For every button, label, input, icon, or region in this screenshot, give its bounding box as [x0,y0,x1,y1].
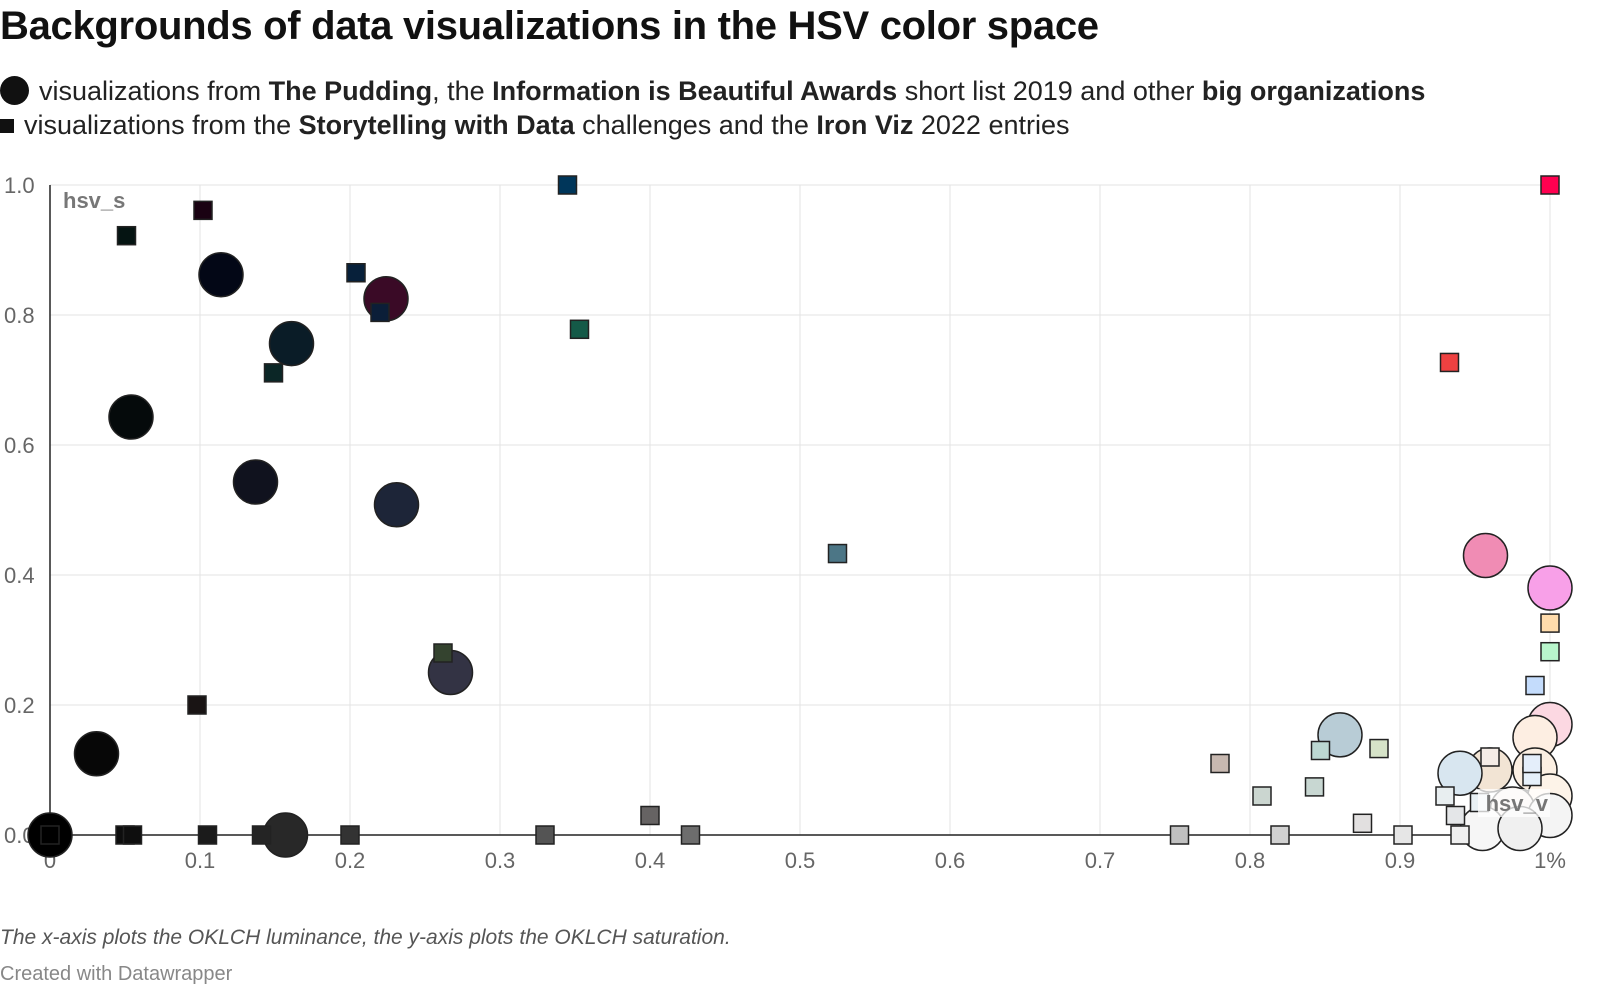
x-tick-label: 1% [1534,848,1566,873]
square-point [1540,641,1560,662]
square-point [370,302,390,323]
square-point [251,825,272,845]
circle-point [108,394,154,440]
legend-circle-bold-2: Information is Beautiful Awards [492,76,898,106]
square-point [1439,352,1460,373]
x-tick-label: 0.5 [785,848,816,873]
legend-circle: visualizations from The Pudding, the Inf… [0,76,1425,107]
legend-square-text-3: 2022 entries [913,110,1070,140]
square-point [640,805,660,826]
square-point [1525,675,1545,696]
square-point [1210,753,1230,774]
x-tick-label: 0.4 [635,848,666,873]
square-point [1522,753,1542,774]
x-tick-label: 0.3 [485,848,516,873]
square-point [1393,825,1413,845]
y-tick-label: 1.0 [4,173,35,198]
data-marks [27,175,1573,858]
tick-labels: 0 0.1 0.2 0.3 0.4 0.5 0.6 0.7 0.8 0.9 1%0.00.20.40… [4,173,1566,873]
circle-point [1462,532,1509,579]
square-marker-icon [0,119,14,133]
y-tick-label: 0.2 [4,693,35,718]
x-axis-title: hsv_v [1486,791,1549,816]
axis-labels: hsv_s hsv_v [63,188,1550,817]
legend-square-text-1: visualizations from the [24,110,299,140]
square-point [1252,786,1272,806]
square-point [122,825,143,845]
square-point [535,825,555,845]
square-point [680,825,701,845]
y-tick-label: 0.8 [4,303,35,328]
legend-square-bold-2: Iron Viz [816,110,914,140]
circle-point [198,251,244,298]
square-point [340,825,360,845]
circle-point [1527,565,1573,611]
circle-point [1437,750,1483,796]
square-point [433,643,453,663]
credit: Created with Datawrapper [0,963,233,985]
square-point [1169,825,1190,845]
scatter-plot: 0 0.1 0.2 0.3 0.4 0.5 0.6 0.7 0.8 0.9 1%0.00.20.40… [4,173,1573,873]
circle-marker-icon [0,76,29,105]
circle-point [232,459,279,505]
footnote: The x-axis plots the OKLCH luminance, th… [0,926,731,949]
legend-square-bold-1: Storytelling with Data [298,110,575,140]
square-point [40,825,60,845]
square-point [1352,813,1373,834]
square-point [197,825,218,845]
square-point [1445,805,1466,826]
square-point [193,200,213,221]
square-point [1540,175,1560,195]
x-tick-label: 0.8 [1235,848,1266,873]
square-point [569,319,590,340]
circle-point [373,482,420,528]
square-point [1369,738,1389,759]
square-point [346,263,366,283]
square-point [1270,825,1290,845]
legend-square-text-2: challenges and the [574,110,817,140]
legend-circle-bold-3: big organizations [1201,76,1426,106]
square-point [1435,786,1455,806]
circle-point [73,731,120,777]
y-tick-label: 0.4 [4,563,35,588]
x-tick-label: 0.6 [935,848,966,873]
gridlines [50,184,1551,835]
square-point [1540,613,1560,633]
square-point [1450,825,1470,845]
x-tick-label: 0.1 [185,848,216,873]
legend-square: visualizations from the Storytelling wit… [0,110,1069,141]
chart-title: Backgrounds of data visualizations in th… [0,4,1099,48]
square-point [1304,777,1325,797]
legend-circle-text-3: short list 2019 and other [897,76,1202,106]
square-point [263,363,284,383]
x-tick-label: 0.9 [1385,848,1416,873]
square-point [827,543,848,564]
x-tick-label: 0.7 [1085,848,1116,873]
legend-circle-text-2: , the [432,76,493,106]
square-point [1310,740,1331,761]
legend-circle-bold-1: The Pudding [268,76,433,106]
square-point [557,175,578,195]
square-point [116,225,137,246]
y-tick-label: 0.6 [4,433,35,458]
y-axis-title: hsv_s [63,188,125,213]
square-point [187,695,207,715]
legend-circle-text-1: visualizations from [39,76,269,106]
x-axis-title-background [1478,789,1550,817]
circle-point [268,320,315,367]
x-tick-label: 0.2 [335,848,366,873]
square-point [1480,747,1500,767]
